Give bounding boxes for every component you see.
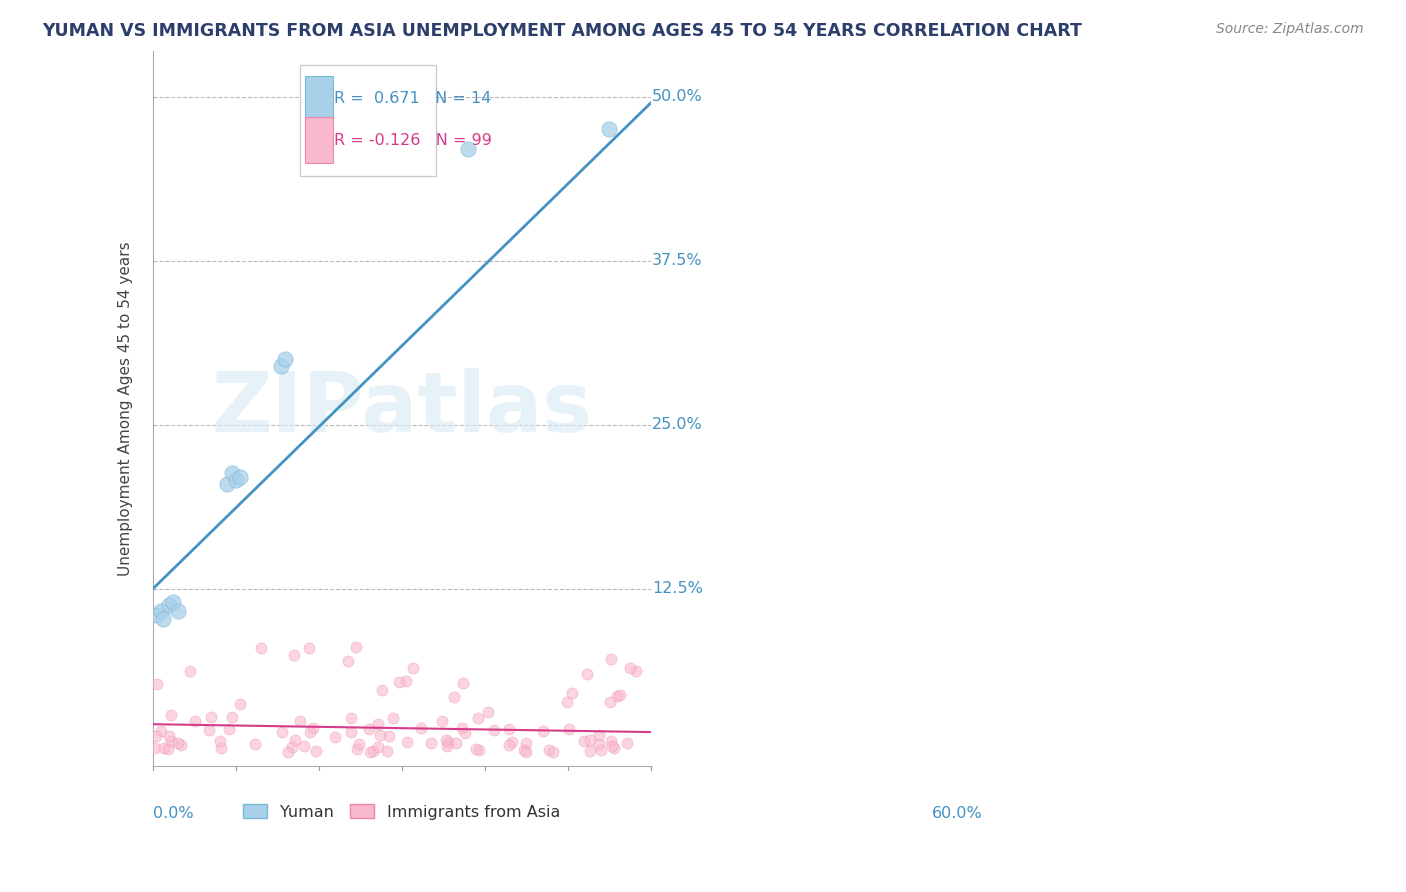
Text: 25.0%: 25.0% bbox=[652, 417, 703, 433]
FancyBboxPatch shape bbox=[299, 65, 436, 176]
Text: R =  0.671   N = 14: R = 0.671 N = 14 bbox=[335, 91, 492, 106]
Text: YUMAN VS IMMIGRANTS FROM ASIA UNEMPLOYMENT AMONG AGES 45 TO 54 YEARS CORRELATION: YUMAN VS IMMIGRANTS FROM ASIA UNEMPLOYME… bbox=[42, 22, 1083, 40]
Text: 60.0%: 60.0% bbox=[932, 805, 983, 821]
Text: Source: ZipAtlas.com: Source: ZipAtlas.com bbox=[1216, 22, 1364, 37]
FancyBboxPatch shape bbox=[305, 117, 333, 163]
Text: Unemployment Among Ages 45 to 54 years: Unemployment Among Ages 45 to 54 years bbox=[118, 241, 132, 575]
Text: R = -0.126   N = 99: R = -0.126 N = 99 bbox=[335, 133, 492, 147]
Text: 12.5%: 12.5% bbox=[652, 582, 703, 597]
Text: 37.5%: 37.5% bbox=[652, 253, 703, 268]
Text: ZIPatlas: ZIPatlas bbox=[211, 368, 592, 449]
Legend: Yuman, Immigrants from Asia: Yuman, Immigrants from Asia bbox=[236, 797, 567, 826]
Text: 0.0%: 0.0% bbox=[153, 805, 194, 821]
Text: 50.0%: 50.0% bbox=[652, 89, 703, 104]
FancyBboxPatch shape bbox=[305, 76, 333, 122]
